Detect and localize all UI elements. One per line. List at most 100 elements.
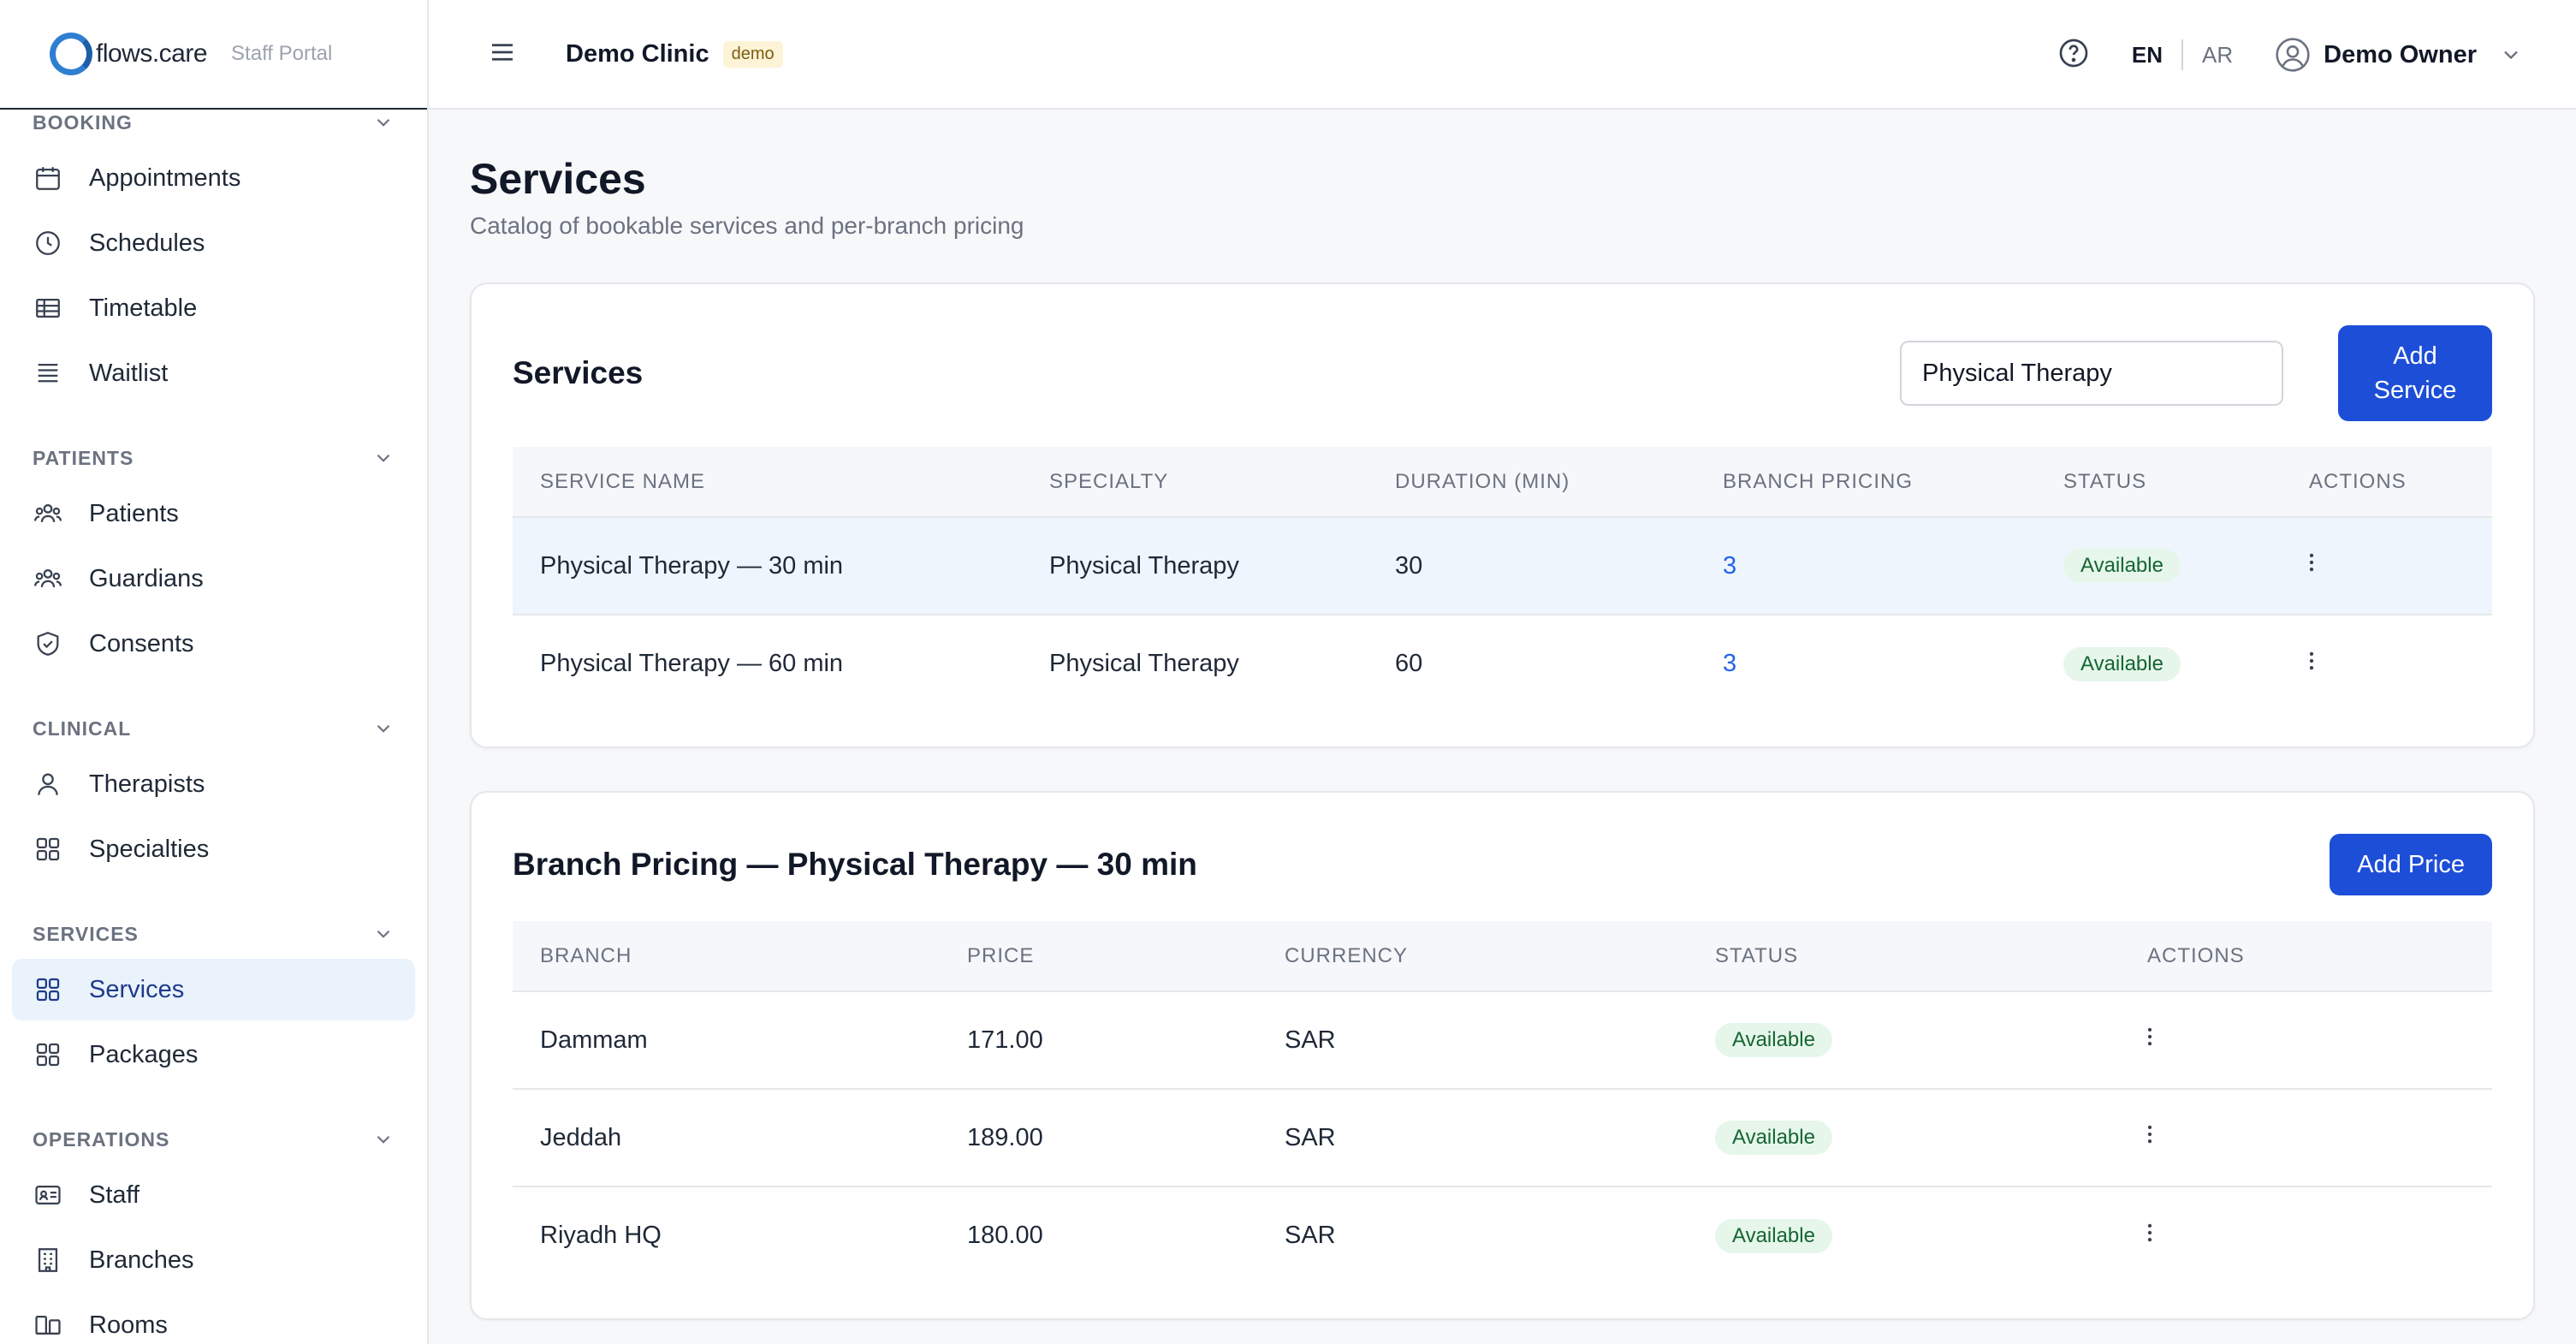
grid-icon bbox=[33, 1039, 63, 1070]
table-row[interactable]: Jeddah 189.00 SAR Available bbox=[513, 1089, 2492, 1187]
section-label: OPERATIONS bbox=[33, 1127, 170, 1151]
user-name: Demo Owner bbox=[2324, 40, 2477, 68]
clinic-name: Demo Clinic bbox=[566, 39, 709, 68]
section-operations[interactable]: OPERATIONS bbox=[12, 1115, 415, 1164]
search-input[interactable] bbox=[1900, 341, 2283, 406]
users-icon bbox=[33, 563, 63, 594]
shield-check-icon bbox=[33, 628, 63, 659]
topbar: Demo Clinic demo EN AR Demo Owner bbox=[429, 0, 2576, 110]
branch-cell: Riyadh HQ bbox=[540, 1222, 662, 1249]
sidebar-item-label: Branches bbox=[89, 1246, 194, 1274]
menu-icon[interactable] bbox=[487, 37, 518, 72]
price-cell: 189.00 bbox=[940, 1089, 1257, 1187]
add-price-button[interactable]: Add Price bbox=[2330, 834, 2492, 895]
branch-pricing-cell: 3 bbox=[1695, 615, 2036, 712]
sidebar-item-label: Consents bbox=[89, 629, 194, 657]
table-row[interactable]: Dammam 171.00 SAR Available bbox=[513, 991, 2492, 1090]
sidebar: flows.care Staff Portal BOOKING Appointm… bbox=[0, 0, 429, 1344]
services-card-title: Services bbox=[513, 355, 644, 390]
brand[interactable]: flows.care Staff Portal bbox=[0, 0, 427, 110]
table-row[interactable]: Riyadh HQ 180.00 SAR Available bbox=[513, 1186, 2492, 1284]
sidebar-item-branches[interactable]: Branches bbox=[12, 1229, 415, 1291]
section-label: CLINICAL bbox=[33, 717, 132, 740]
branch-pricing-cell: 3 bbox=[1695, 517, 2036, 616]
brand-subtitle: Staff Portal bbox=[231, 42, 333, 65]
lang-divider bbox=[2181, 39, 2183, 70]
sidebar-item-label: Therapists bbox=[89, 770, 205, 798]
column-header[interactable]: STATUS bbox=[1688, 921, 2120, 992]
section-booking[interactable]: BOOKING bbox=[12, 98, 415, 147]
user-menu[interactable]: Demo Owner bbox=[2274, 36, 2523, 74]
grid-icon bbox=[33, 974, 63, 1005]
users-icon bbox=[33, 498, 63, 529]
add-service-button[interactable]: Add Service bbox=[2338, 325, 2492, 421]
section-label: PATIENTS bbox=[33, 446, 134, 469]
currency-cell: SAR bbox=[1257, 991, 1688, 1090]
specialty-cell: Physical Therapy bbox=[1022, 517, 1368, 616]
branch-cell: Dammam bbox=[513, 991, 940, 1090]
sidebar-item-therapists[interactable]: Therapists bbox=[12, 753, 415, 815]
sidebar-item-consents[interactable]: Consents bbox=[12, 613, 415, 675]
branch-pricing-link[interactable]: 3 bbox=[1723, 551, 1737, 580]
section-services[interactable]: SERVICES bbox=[12, 909, 415, 959]
column-header[interactable]: CURRENCY bbox=[1257, 921, 1688, 992]
help-icon[interactable] bbox=[2057, 36, 2091, 74]
demo-badge: demo bbox=[722, 40, 783, 68]
column-header[interactable]: PRICE bbox=[940, 921, 1257, 992]
service-name-cell: Physical Therapy — 30 min bbox=[513, 517, 1022, 616]
pricing-card-title: Branch Pricing — Physical Therapy — 30 m… bbox=[513, 847, 1197, 882]
sidebar-item-timetable[interactable]: Timetable bbox=[12, 277, 415, 339]
sidebar-item-schedules[interactable]: Schedules bbox=[12, 212, 415, 274]
actions-cell bbox=[2282, 615, 2492, 712]
more-vertical-icon[interactable] bbox=[2137, 1027, 2163, 1056]
sidebar-item-packages[interactable]: Packages bbox=[12, 1024, 415, 1085]
sidebar-item-services[interactable]: Services bbox=[12, 959, 415, 1020]
currency-cell: SAR bbox=[1285, 1222, 1336, 1249]
sidebar-item-appointments[interactable]: Appointments bbox=[12, 147, 415, 209]
more-vertical-icon[interactable] bbox=[2299, 651, 2324, 680]
id-card-icon bbox=[33, 1180, 63, 1210]
status-badge: Available bbox=[2063, 549, 2181, 583]
price-cell: 171.00 bbox=[940, 991, 1257, 1090]
sidebar-item-patients[interactable]: Patients bbox=[12, 483, 415, 544]
sidebar-item-staff[interactable]: Staff bbox=[12, 1164, 415, 1226]
column-header[interactable]: BRANCH bbox=[513, 921, 940, 992]
branch-pricing-link[interactable]: 3 bbox=[1723, 650, 1737, 677]
chevron-down-icon bbox=[2504, 51, 2518, 60]
column-header[interactable]: BRANCH PRICING bbox=[1695, 447, 2036, 518]
column-header: ACTIONS bbox=[2282, 447, 2492, 518]
pricing-table: BRANCH PRICE CURRENCY STATUS ACTIONS Dam… bbox=[513, 921, 2492, 1284]
sidebar-item-waitlist[interactable]: Waitlist bbox=[12, 342, 415, 404]
more-vertical-icon[interactable] bbox=[2137, 1125, 2163, 1153]
chevron-down-icon bbox=[377, 930, 390, 938]
table-row[interactable]: Physical Therapy — 30 min Physical Thera… bbox=[513, 517, 2492, 616]
section-clinical[interactable]: CLINICAL bbox=[12, 704, 415, 753]
sidebar-item-rooms[interactable]: Rooms bbox=[12, 1294, 415, 1344]
chevron-down-icon bbox=[377, 724, 390, 733]
lang-ar-button[interactable]: AR bbox=[2202, 41, 2234, 68]
table-row[interactable]: Physical Therapy — 60 min Physical Thera… bbox=[513, 615, 2492, 712]
column-header[interactable]: DURATION (MIN) bbox=[1368, 447, 1695, 518]
lang-en-button[interactable]: EN bbox=[2131, 41, 2163, 68]
page-content: Services Catalog of bookable services an… bbox=[429, 110, 2576, 1320]
page-subtitle: Catalog of bookable services and per-bra… bbox=[470, 212, 1024, 239]
sidebar-item-specialties[interactable]: Specialties bbox=[12, 818, 415, 880]
branch-cell: Jeddah bbox=[513, 1089, 940, 1187]
pricing-card-header: Branch Pricing — Physical Therapy — 30 m… bbox=[513, 834, 2492, 895]
actions-cell bbox=[2120, 991, 2492, 1090]
section-patients[interactable]: PATIENTS bbox=[12, 433, 415, 483]
section-label: SERVICES bbox=[33, 922, 139, 945]
more-vertical-icon[interactable] bbox=[2299, 553, 2324, 581]
status-cell: Available bbox=[1688, 1186, 2120, 1284]
main-area: Demo Clinic demo EN AR Demo Owner Servic… bbox=[429, 0, 2576, 1344]
sidebar-item-guardians[interactable]: Guardians bbox=[12, 548, 415, 610]
actions-cell bbox=[2282, 517, 2492, 616]
status-cell: Available bbox=[2036, 517, 2282, 616]
column-header[interactable]: SERVICE NAME bbox=[513, 447, 1022, 518]
branch-pricing-card: Branch Pricing — Physical Therapy — 30 m… bbox=[470, 791, 2535, 1320]
more-vertical-icon[interactable] bbox=[2137, 1223, 2163, 1252]
column-header[interactable]: SPECIALTY bbox=[1022, 447, 1368, 518]
column-header[interactable]: STATUS bbox=[2036, 447, 2282, 518]
brand-name: flows.care bbox=[96, 39, 208, 68]
table-icon bbox=[33, 293, 63, 324]
